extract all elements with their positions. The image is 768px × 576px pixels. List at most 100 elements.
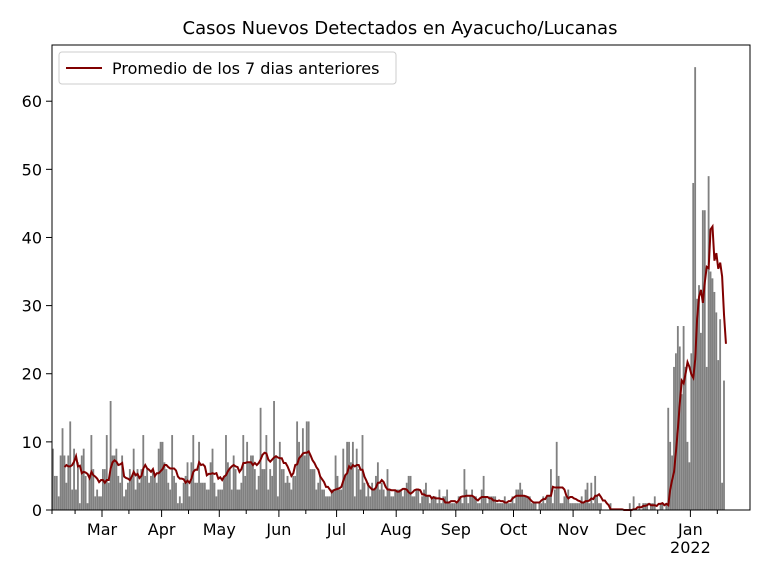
bar xyxy=(232,455,235,510)
bar xyxy=(680,394,683,510)
bar xyxy=(369,496,372,510)
bar xyxy=(213,482,216,510)
bar xyxy=(540,503,543,510)
bar xyxy=(473,496,475,510)
bar xyxy=(363,482,366,510)
bar xyxy=(288,482,291,510)
bar xyxy=(257,475,260,510)
bar xyxy=(430,496,433,510)
bar xyxy=(588,503,591,510)
bar xyxy=(248,462,250,510)
bar xyxy=(719,319,722,510)
bar xyxy=(275,455,277,510)
bar xyxy=(200,482,202,510)
y-tick-label: 0 xyxy=(32,501,42,520)
x-tick-label: Oct xyxy=(500,520,528,539)
bar xyxy=(346,441,349,510)
bar xyxy=(698,285,700,510)
bar xyxy=(528,496,531,510)
bar xyxy=(307,421,310,510)
bar xyxy=(721,482,723,510)
bar xyxy=(486,503,489,510)
bar xyxy=(628,503,631,510)
bar xyxy=(161,441,164,510)
bar xyxy=(55,475,58,510)
bar xyxy=(350,462,352,510)
bar xyxy=(376,462,379,510)
bar xyxy=(128,469,131,510)
bar xyxy=(646,503,648,510)
bar xyxy=(273,400,275,510)
bar xyxy=(240,482,243,510)
bar xyxy=(153,475,156,510)
bar xyxy=(323,489,325,510)
bar xyxy=(426,496,429,510)
bar xyxy=(326,496,329,510)
bar xyxy=(401,496,404,510)
bar xyxy=(65,482,68,510)
bar xyxy=(80,455,83,510)
bar xyxy=(578,503,581,510)
bar xyxy=(223,475,225,510)
bar xyxy=(413,496,416,510)
bar xyxy=(148,482,150,510)
bar xyxy=(523,496,525,510)
bar xyxy=(182,482,185,510)
bar xyxy=(400,489,402,510)
bar xyxy=(530,503,533,510)
bar xyxy=(271,475,274,510)
bar xyxy=(203,482,206,510)
bar xyxy=(244,475,247,510)
bar xyxy=(219,489,222,510)
bar xyxy=(382,489,385,510)
bar xyxy=(459,496,462,510)
legend-box xyxy=(58,51,397,85)
bar xyxy=(123,496,125,510)
bar xyxy=(151,469,154,510)
bar xyxy=(250,455,252,510)
bar xyxy=(501,503,504,510)
bar xyxy=(201,482,204,510)
bar xyxy=(390,496,393,510)
bar xyxy=(292,475,295,510)
bar xyxy=(186,462,189,510)
bar xyxy=(328,496,331,510)
avg-line xyxy=(63,223,727,511)
bar xyxy=(115,448,118,510)
bar xyxy=(526,496,529,510)
bar xyxy=(317,482,320,510)
bar xyxy=(163,462,166,510)
bar xyxy=(226,462,229,510)
bar xyxy=(700,332,702,510)
bar xyxy=(525,496,527,510)
bar xyxy=(711,278,714,510)
bar xyxy=(169,489,172,510)
bar xyxy=(411,496,414,510)
bar xyxy=(355,448,358,510)
x-tick-label: May xyxy=(203,520,236,539)
bar xyxy=(505,503,508,510)
bar xyxy=(286,475,289,510)
bar xyxy=(282,469,285,510)
bar xyxy=(419,503,422,510)
bar xyxy=(661,503,664,510)
bar xyxy=(575,503,577,510)
y-tick-label: 50 xyxy=(22,160,42,179)
bar xyxy=(338,489,341,510)
bar xyxy=(101,469,104,510)
bar xyxy=(563,496,566,510)
bar xyxy=(571,503,573,510)
bar xyxy=(94,496,97,510)
bar xyxy=(461,503,464,510)
bar xyxy=(198,441,200,510)
bar xyxy=(550,469,552,510)
bar xyxy=(319,475,322,510)
bar xyxy=(171,435,174,510)
bar xyxy=(113,455,116,510)
bar xyxy=(405,482,408,510)
bar xyxy=(553,489,556,510)
bar xyxy=(188,496,191,510)
bar xyxy=(396,489,399,510)
bar xyxy=(71,489,74,510)
